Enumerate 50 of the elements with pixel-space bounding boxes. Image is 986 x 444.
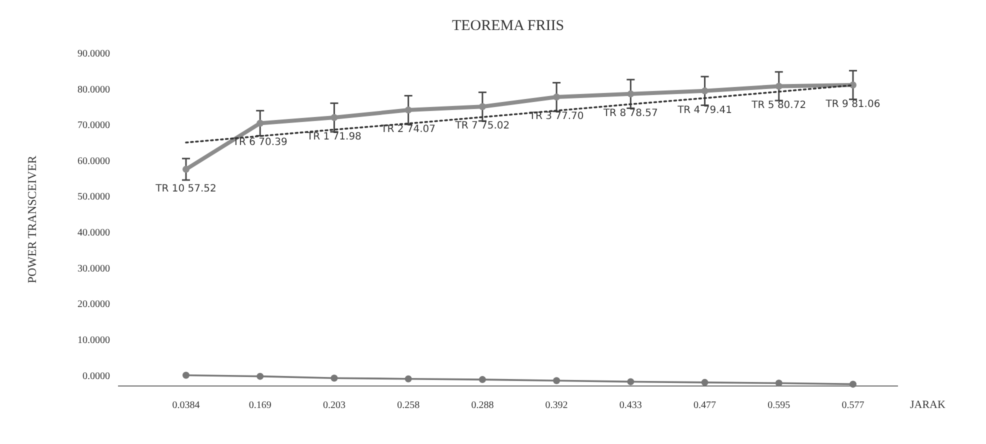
point (330, 114, 338, 122)
y-axis-title: POWER TRANSCEIVER (25, 156, 39, 284)
data-label: TR 1 71.98 (306, 132, 362, 143)
x-tick-label: 0.0384 (172, 400, 200, 411)
data-label: TR 8 78.57 (602, 108, 658, 119)
data-label: TR 7 75.02 (454, 120, 510, 132)
data-label: TR 4 79.41 (676, 104, 732, 116)
x-tick-label: 0.392 (545, 400, 568, 411)
point (553, 94, 560, 101)
data-label: TR 5 80.72 (750, 100, 806, 112)
point (478, 103, 486, 110)
x-tick-label: 0.577 (842, 400, 864, 411)
x-tick-label: 0.477 (694, 400, 716, 411)
point (775, 82, 782, 90)
x-tick-label: 0.595 (768, 400, 790, 411)
data-label: TR 10 57.52 (154, 183, 216, 194)
y-tick-label: 0.0000 (82, 370, 110, 382)
point (775, 380, 782, 387)
point (256, 372, 264, 380)
y-tick-label: 90.0000 (78, 48, 110, 60)
point (701, 378, 708, 386)
point (553, 377, 560, 384)
point (627, 378, 634, 386)
point (182, 372, 190, 379)
y-tick-label: 10.0000 (78, 334, 110, 346)
chart-title: TEOREMA FRIIS (452, 18, 564, 34)
y-tick-label: 80.0000 (78, 84, 110, 96)
point (404, 106, 412, 114)
y-tick-label: 70.0000 (78, 120, 110, 132)
x-tick-label: 0.258 (397, 400, 420, 411)
point (330, 374, 338, 382)
x-axis-title: JARAK (910, 399, 946, 411)
point (256, 120, 264, 127)
point (404, 375, 412, 382)
y-tick-label: 40.0000 (78, 228, 110, 239)
point (478, 376, 486, 384)
x-tick-label: 0.433 (619, 400, 642, 411)
y-tick-label: 60.0000 (78, 156, 110, 167)
point (627, 90, 634, 98)
x-tick-label: 0.169 (248, 400, 272, 411)
point (182, 166, 190, 173)
x-tick-label: 0.203 (322, 400, 346, 411)
x-tick-label: 0.288 (471, 400, 494, 411)
y-tick-label: 50.0000 (78, 192, 110, 203)
point (701, 87, 708, 94)
y-tick-label: 30.0000 (78, 263, 110, 274)
y-tick-label: 20.0000 (78, 299, 110, 310)
point (850, 82, 856, 89)
data-label: TR 9 81.06 (824, 99, 880, 110)
point (850, 380, 856, 388)
